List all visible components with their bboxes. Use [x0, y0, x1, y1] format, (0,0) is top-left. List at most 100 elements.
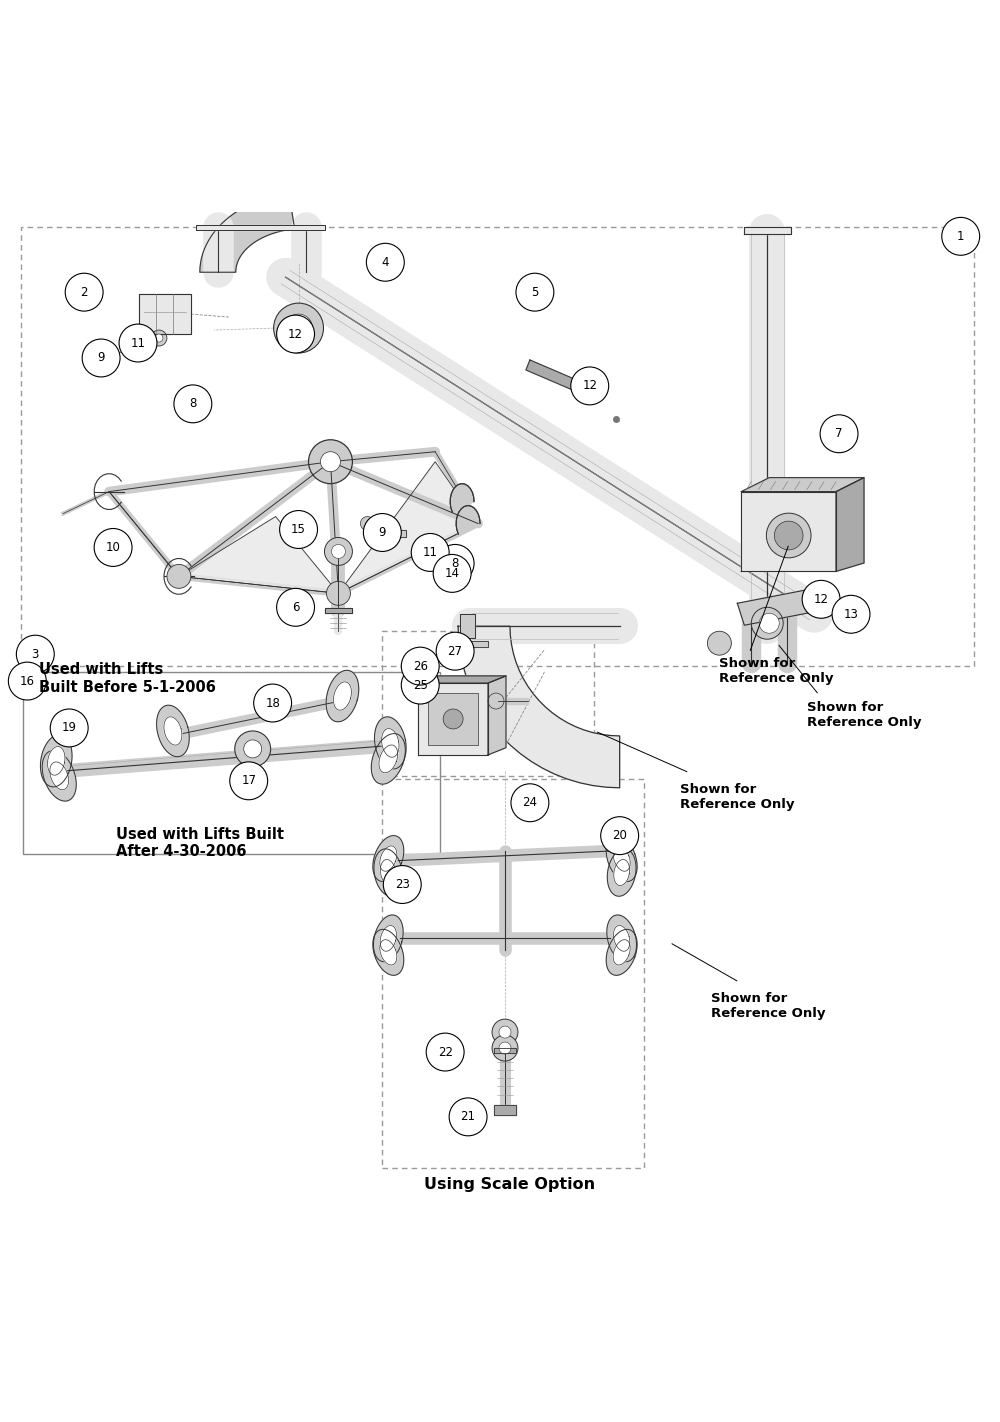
Text: 4: 4	[382, 256, 389, 269]
Circle shape	[443, 710, 463, 729]
Circle shape	[254, 684, 292, 722]
Polygon shape	[614, 926, 630, 951]
Circle shape	[832, 596, 870, 633]
Circle shape	[363, 513, 401, 552]
Polygon shape	[40, 735, 72, 786]
Circle shape	[174, 385, 212, 422]
Text: 20: 20	[612, 829, 627, 842]
Polygon shape	[607, 849, 636, 896]
Circle shape	[274, 303, 323, 353]
Circle shape	[802, 580, 840, 619]
Text: 21: 21	[461, 1111, 476, 1123]
Bar	[382, 631, 594, 776]
Text: 11: 11	[131, 337, 146, 350]
Polygon shape	[737, 589, 817, 626]
Polygon shape	[338, 462, 478, 593]
Text: 12: 12	[582, 380, 597, 392]
Text: 10: 10	[106, 540, 121, 555]
Circle shape	[601, 816, 639, 855]
Polygon shape	[333, 683, 351, 710]
Polygon shape	[157, 705, 189, 757]
Circle shape	[492, 1035, 518, 1061]
Polygon shape	[462, 641, 488, 647]
Polygon shape	[418, 671, 435, 675]
Text: 13: 13	[844, 607, 858, 621]
Text: Shown for
Reference Only: Shown for Reference Only	[711, 993, 826, 1020]
Text: 8: 8	[189, 397, 197, 411]
Circle shape	[436, 545, 474, 583]
Polygon shape	[744, 228, 791, 235]
Circle shape	[155, 334, 163, 343]
Text: 16: 16	[20, 674, 35, 688]
Circle shape	[415, 683, 435, 702]
Circle shape	[383, 866, 421, 903]
Polygon shape	[606, 930, 637, 975]
Polygon shape	[418, 675, 506, 683]
Text: 2: 2	[80, 286, 88, 299]
Circle shape	[401, 647, 439, 685]
Polygon shape	[373, 914, 403, 961]
Circle shape	[488, 693, 504, 710]
Polygon shape	[614, 859, 630, 886]
Polygon shape	[741, 492, 836, 572]
Polygon shape	[373, 836, 404, 882]
Polygon shape	[325, 609, 352, 613]
Circle shape	[82, 338, 120, 377]
Text: 18: 18	[265, 697, 280, 710]
Polygon shape	[50, 762, 69, 789]
Text: Shown for
Reference Only: Shown for Reference Only	[807, 701, 922, 729]
Text: Used with Lifts
Built Before 5-1-2006: Used with Lifts Built Before 5-1-2006	[39, 663, 216, 694]
Text: 8: 8	[451, 557, 459, 570]
Polygon shape	[380, 846, 397, 872]
Polygon shape	[607, 914, 637, 961]
Circle shape	[16, 636, 54, 673]
Circle shape	[376, 526, 390, 540]
Text: 5: 5	[531, 286, 539, 299]
Text: 22: 22	[438, 1045, 453, 1058]
Bar	[428, 693, 478, 745]
Text: 7: 7	[835, 427, 843, 441]
Polygon shape	[326, 670, 359, 722]
Text: 23: 23	[395, 877, 410, 892]
Text: Using Scale Option: Using Scale Option	[424, 1176, 596, 1192]
Circle shape	[309, 439, 352, 483]
Polygon shape	[372, 519, 390, 528]
Polygon shape	[89, 356, 99, 363]
Polygon shape	[741, 478, 864, 492]
Text: 26: 26	[413, 660, 428, 673]
Polygon shape	[494, 1105, 516, 1115]
Circle shape	[326, 582, 350, 606]
Polygon shape	[526, 360, 600, 400]
Circle shape	[499, 1042, 511, 1054]
Polygon shape	[613, 940, 630, 966]
Circle shape	[759, 613, 779, 633]
Circle shape	[707, 631, 731, 656]
Text: 9: 9	[97, 351, 105, 364]
Circle shape	[320, 452, 340, 472]
Polygon shape	[375, 717, 406, 769]
Circle shape	[433, 555, 471, 593]
Polygon shape	[42, 751, 76, 801]
Circle shape	[449, 1098, 487, 1136]
Circle shape	[492, 1020, 518, 1045]
Circle shape	[774, 520, 803, 550]
Bar	[382, 779, 644, 1167]
Polygon shape	[418, 683, 488, 755]
Circle shape	[280, 510, 318, 549]
Polygon shape	[374, 849, 403, 896]
Circle shape	[235, 731, 271, 766]
Polygon shape	[196, 225, 325, 230]
Polygon shape	[458, 626, 620, 788]
Text: 27: 27	[448, 644, 463, 657]
Polygon shape	[380, 859, 396, 886]
Text: Shown for
Reference Only: Shown for Reference Only	[719, 657, 834, 685]
Polygon shape	[179, 516, 338, 593]
Polygon shape	[456, 506, 480, 535]
Text: 11: 11	[423, 546, 438, 559]
Polygon shape	[164, 717, 182, 745]
Circle shape	[119, 324, 157, 363]
Polygon shape	[371, 734, 405, 784]
Text: 19: 19	[62, 721, 77, 734]
Polygon shape	[373, 930, 404, 975]
Circle shape	[426, 1034, 464, 1071]
